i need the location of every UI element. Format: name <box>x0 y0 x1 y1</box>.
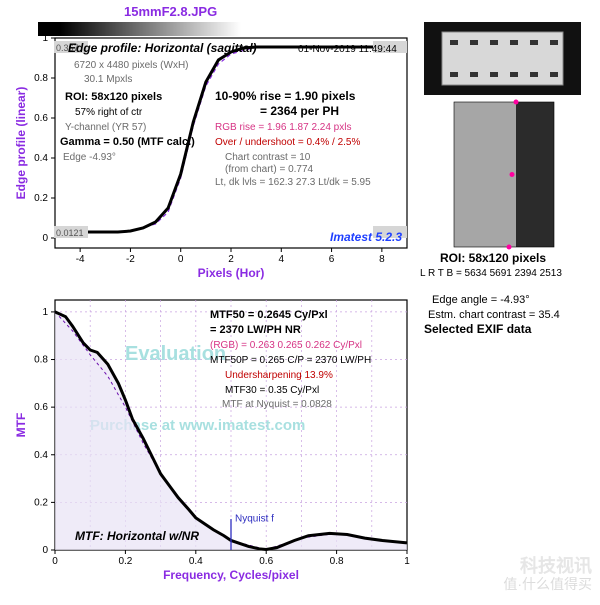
svg-text:1: 1 <box>404 556 410 567</box>
svg-text:01-Nov-2019 11:49:44: 01-Nov-2019 11:49:44 <box>298 44 397 55</box>
svg-text:Imatest 5.2.3: Imatest 5.2.3 <box>330 230 402 244</box>
svg-text:Selected EXIF data: Selected EXIF data <box>424 322 532 336</box>
svg-text:MTF50 = 0.2645 Cy/Pxl: MTF50 = 0.2645 Cy/Pxl <box>210 309 328 321</box>
svg-text:0.6: 0.6 <box>34 113 48 124</box>
svg-text:Edge angle = -4.93°: Edge angle = -4.93° <box>432 294 530 306</box>
svg-text:30.1 Mpxls: 30.1 Mpxls <box>84 74 132 85</box>
svg-text:Edge profile: Horizontal (sagi: Edge profile: Horizontal (sagittal) <box>68 41 257 55</box>
gradient-bar <box>38 22 407 36</box>
svg-text:Undersharpening 13.9%: Undersharpening 13.9% <box>225 370 333 381</box>
svg-text:Frequency, Cycles/pixel: Frequency, Cycles/pixel <box>163 568 299 582</box>
svg-text:ROI: 58x120 pixels: ROI: 58x120 pixels <box>440 251 546 265</box>
svg-text:MTF: MTF <box>14 413 28 438</box>
svg-text:Y-channel (YR 57): Y-channel (YR 57) <box>65 122 146 133</box>
svg-text:8: 8 <box>379 254 385 265</box>
svg-text:0.8: 0.8 <box>330 556 344 567</box>
svg-text:0.4: 0.4 <box>34 450 48 461</box>
svg-text:Edge profile (linear): Edge profile (linear) <box>14 87 28 200</box>
svg-text:57% right of ctr: 57% right of ctr <box>75 107 143 118</box>
svg-text:0.6: 0.6 <box>34 402 48 413</box>
svg-text:-4: -4 <box>76 254 85 265</box>
svg-text:(RGB) = 0.263 0.265 0.262 Cy: (RGB) = 0.263 0.265 0.262 Cy/Pxl <box>210 340 362 351</box>
svg-text:0.4: 0.4 <box>34 153 48 164</box>
svg-text:Estm. chart contrast = 35.4: Estm. chart contrast = 35.4 <box>428 309 560 321</box>
svg-text:-2: -2 <box>126 254 135 265</box>
svg-text:Gamma = 0.50 (MTF calc.): Gamma = 0.50 (MTF calc.) <box>60 136 195 148</box>
svg-text:MTF: Horizontal w/NR: MTF: Horizontal w/NR <box>75 529 199 543</box>
svg-text:Chart contrast = 10: Chart contrast = 10 <box>225 152 311 163</box>
svg-text:0.4: 0.4 <box>189 556 203 567</box>
page-title: 15mmF2.8.JPG <box>124 4 217 19</box>
svg-text:0.2: 0.2 <box>118 556 132 567</box>
svg-text:6720 x 4480 pixels (WxH): 6720 x 4480 pixels (WxH) <box>74 60 189 71</box>
svg-text:0: 0 <box>42 545 48 556</box>
svg-text:Over / undershoot = 0.4% / 2: Over / undershoot = 0.4% / 2.5% <box>215 137 360 148</box>
svg-text:(from chart) = 0.774: (from chart) = 0.774 <box>225 164 314 175</box>
svg-text:10-90% rise = 1.90 pixels: 10-90% rise = 1.90 pixels <box>215 89 356 103</box>
svg-text:MTF30 = 0.35 Cy/Pxl: MTF30 = 0.35 Cy/Pxl <box>225 385 319 396</box>
svg-text:0.8: 0.8 <box>34 73 48 84</box>
svg-text:0.0121: 0.0121 <box>56 228 84 238</box>
svg-text:1: 1 <box>42 307 48 318</box>
svg-text:ROI: 58x120 pixels: ROI: 58x120 pixels <box>65 91 162 103</box>
chart-stage: -4 -2 0 2 4 6 8 0 0.2 0.4 0.6 0.8 1 Pixels (Hor) Edge … <box>0 0 600 600</box>
svg-text:0.8: 0.8 <box>34 355 48 366</box>
svg-text:= 2364 per PH: = 2364 per PH <box>260 104 339 118</box>
svg-text:Edge -4.93°: Edge -4.93° <box>63 152 116 163</box>
svg-text:Pixels (Hor): Pixels (Hor) <box>198 266 265 280</box>
svg-text:0: 0 <box>52 556 58 567</box>
svg-text:0.6: 0.6 <box>259 556 273 567</box>
svg-text:0: 0 <box>178 254 184 265</box>
svg-text:RGB rise = 1.96 1.87 2.: RGB rise = 1.96 1.87 2.24 pxls <box>215 122 351 133</box>
svg-text:0.2: 0.2 <box>34 497 48 508</box>
svg-text:MTF at Nyquist = 0.0828: MTF at Nyquist = 0.0828 <box>222 399 332 410</box>
svg-text:= 2370 LW/PH NR: = 2370 LW/PH NR <box>210 324 301 336</box>
svg-text:Nyquist f: Nyquist f <box>235 513 274 524</box>
svg-text:6: 6 <box>329 254 335 265</box>
svg-text:4: 4 <box>279 254 285 265</box>
svg-text:0.2: 0.2 <box>34 193 48 204</box>
svg-text:2: 2 <box>228 254 234 265</box>
watermark-2: 值·什么值得买 <box>503 574 592 594</box>
svg-text:L R T B = 5634 5691 2394 251: L R T B = 5634 5691 2394 2513 <box>420 268 562 279</box>
svg-text:MTF50P = 0.265 C/P = 2370 LW/P: MTF50P = 0.265 C/P = 2370 LW/PH <box>210 355 371 366</box>
svg-text:Lt, dk lvls = 162.3 27.3 Lt/: Lt, dk lvls = 162.3 27.3 Lt/dk = 5.95 <box>215 177 371 188</box>
svg-text:0: 0 <box>42 233 48 244</box>
